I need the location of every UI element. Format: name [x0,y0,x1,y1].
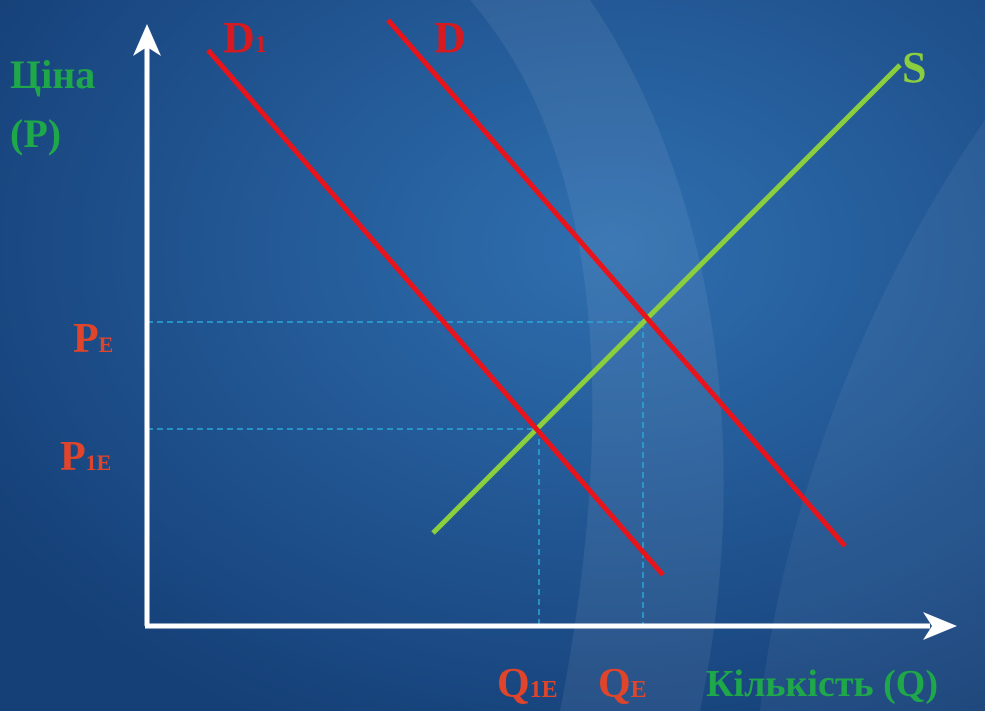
demand-label: D [434,13,466,62]
pe-label: PE [73,316,113,362]
background-swoosh-right [760,120,985,711]
demand-curve [386,18,847,548]
q1e-label: Q1E [497,661,558,707]
guide-lines [147,321,645,626]
background-swoosh [470,0,724,711]
x-axis-label: Кількість (Q) [706,663,938,705]
y-axis-label-line1: Ціна [10,52,95,97]
p1e-label: P1E [60,434,111,480]
supply-label: S [902,43,926,92]
supply-curve [431,63,902,535]
qe-label: QE [598,661,647,707]
demand-shifted-label: D1 [223,13,267,62]
x-axis-arrow [923,612,957,640]
y-axis-label-line2: (P) [10,111,61,156]
y-axis-arrow [133,24,161,56]
demand-curve-shifted [206,48,665,577]
